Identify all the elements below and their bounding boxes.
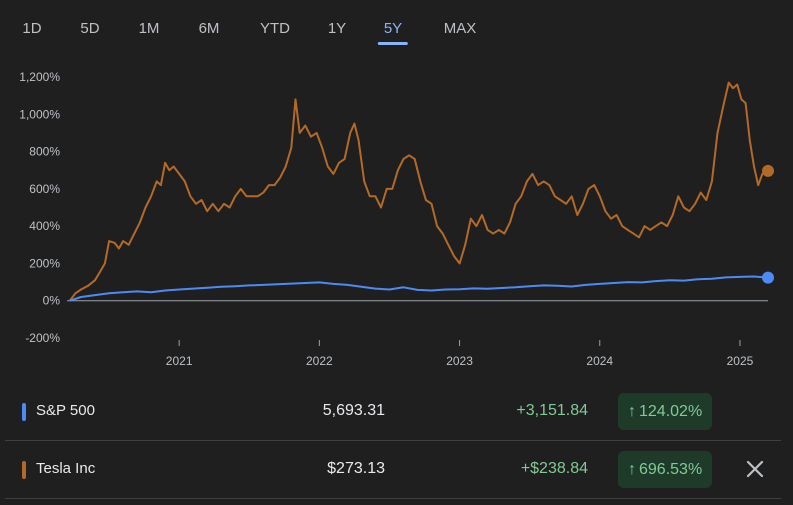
table-row-sp500[interactable]: S&P 500 5,693.31 +3,151.84 ↑ 124.02% — [5, 383, 781, 440]
tab-1m[interactable]: 1M — [138, 20, 160, 37]
sp500-percent-badge: ↑ 124.02% — [618, 393, 713, 430]
y-tick-label: 800% — [29, 145, 60, 159]
tab-ytd[interactable]: YTD — [260, 20, 290, 37]
y-tick-label: -200% — [25, 331, 60, 345]
series-line-s-p-500 — [69, 275, 769, 302]
sp500-color-swatch — [22, 403, 26, 421]
row-divider — [5, 498, 781, 499]
y-tick-label: 200% — [29, 256, 60, 270]
tab-5y[interactable]: 5Y — [377, 20, 408, 45]
active-tab-indicator — [377, 42, 408, 45]
tab-6m[interactable]: 6M — [198, 20, 220, 37]
sp500-price: 5,693.31 — [322, 402, 385, 419]
arrow-up-icon: ↑ — [628, 403, 636, 420]
tab-1d[interactable]: 1D — [22, 20, 42, 37]
tesla-percent-badge: ↑ 696.53% — [618, 451, 713, 488]
y-tick-label: 1,200% — [19, 70, 60, 84]
tab-1y[interactable]: 1Y — [327, 20, 347, 37]
remove-comparison-button[interactable] — [743, 457, 767, 481]
time-range-tabs: 1D 5D 1M 6M YTD 1Y 5Y MAX — [0, 0, 793, 50]
series-endpoint-s-p-500 — [762, 271, 774, 284]
row-divider — [5, 440, 781, 441]
y-tick-label: 1,000% — [19, 107, 60, 121]
tab-max[interactable]: MAX — [443, 20, 477, 37]
tab-5y-label: 5Y — [383, 20, 403, 37]
tesla-change: +$238.84 — [520, 460, 588, 477]
y-tick-label: 400% — [29, 219, 60, 233]
y-tick-label: 0% — [43, 294, 61, 308]
close-icon — [746, 460, 764, 478]
arrow-up-icon: ↑ — [628, 461, 636, 478]
tesla-percent: 696.53% — [639, 461, 703, 478]
x-tick-label: 2023 — [446, 354, 473, 368]
x-tick-label: 2024 — [586, 354, 613, 368]
series-line-tesla-inc — [69, 81, 769, 302]
tesla-color-swatch — [22, 461, 26, 479]
x-tick-label: 2021 — [166, 354, 193, 368]
y-tick-label: 600% — [29, 182, 60, 196]
series-endpoint-tesla-inc — [762, 164, 774, 177]
sp500-change: +3,151.84 — [516, 402, 588, 419]
tesla-name: Tesla Inc — [36, 460, 96, 477]
sp500-percent: 124.02% — [639, 403, 703, 420]
comparison-chart: 1,200% 1,000% 800% 600% 400% 200% 0% -200% 2021… — [19, 70, 774, 368]
x-tick-label: 2022 — [306, 354, 333, 368]
tesla-price: $273.13 — [327, 460, 385, 477]
tab-5d[interactable]: 5D — [80, 20, 100, 37]
x-tick-label: 2025 — [727, 354, 754, 368]
sp500-name: S&P 500 — [36, 402, 95, 419]
table-row-tesla[interactable]: Tesla Inc $273.13 +$238.84 ↑ 696.53% — [5, 441, 781, 498]
